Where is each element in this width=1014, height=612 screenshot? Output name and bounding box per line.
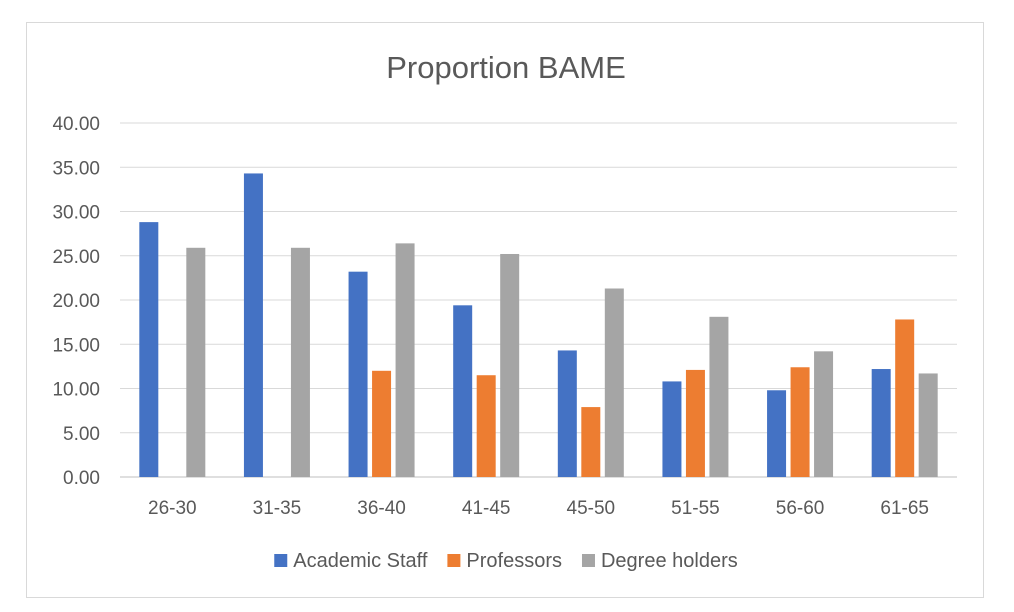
bar-degree-holders	[290, 247, 310, 477]
y-tick-label: 5.00	[63, 424, 100, 445]
bar-academic-staff	[453, 305, 473, 477]
y-tick-label: 0.00	[63, 468, 100, 489]
y-tick-label: 10.00	[52, 380, 100, 401]
bar-academic-staff	[139, 222, 159, 477]
bar-academic-staff	[557, 350, 577, 477]
bar-degree-holders	[814, 351, 834, 477]
bar-professors	[476, 375, 496, 477]
x-tick-label: 36-40	[357, 498, 406, 519]
bar-degree-holders	[709, 316, 729, 477]
bar-academic-staff	[348, 271, 368, 477]
x-tick-label: 56-60	[776, 498, 825, 519]
x-tick-label: 51-55	[671, 498, 720, 519]
bar-professors	[372, 370, 392, 477]
y-tick-label: 25.00	[52, 247, 100, 268]
legend-swatch	[581, 554, 595, 567]
y-tick-label: 20.00	[52, 291, 100, 312]
x-tick-label: 61-65	[880, 498, 929, 519]
legend: Academic Staff Professors Degree holders	[274, 550, 738, 572]
y-tick-label: 15.00	[52, 335, 100, 356]
bar-degree-holders	[918, 373, 938, 477]
x-tick-label: 45-50	[567, 498, 616, 519]
bar-professors	[685, 369, 705, 477]
legend-item: Degree holders	[581, 550, 738, 572]
x-tick-label: 31-35	[253, 498, 302, 519]
legend-item: Professors	[447, 550, 562, 572]
x-tick-label: 26-30	[148, 498, 197, 519]
bar-professors	[581, 407, 601, 477]
bar-academic-staff	[243, 173, 263, 477]
bar-professors	[790, 367, 810, 477]
x-axis: 26-30 31-35 36-40 41-45 45-50 51-55 56-60 61-65	[148, 498, 929, 519]
bar-academic-staff	[767, 390, 787, 477]
legend-swatch	[274, 554, 288, 567]
bar-degree-holders	[500, 253, 520, 477]
chart-title: Proportion BAME	[386, 50, 626, 85]
y-tick-label: 35.00	[52, 158, 100, 179]
legend-label: Degree holders	[601, 550, 738, 572]
legend-label: Academic Staff	[293, 550, 428, 572]
bar-professors	[895, 319, 915, 477]
y-axis: 0.00 5.00 10.00 15.00 20.00 25.00 30.00 35.00 40…	[52, 114, 100, 489]
y-tick-label: 30.00	[52, 203, 100, 224]
legend-item: Academic Staff	[274, 550, 428, 572]
bar-degree-holders	[604, 288, 624, 477]
bars	[139, 173, 938, 477]
x-tick-label: 41-45	[462, 498, 511, 519]
legend-swatch	[447, 554, 461, 567]
y-tick-label: 40.00	[52, 114, 100, 135]
bar-degree-holders	[395, 243, 415, 477]
bar-academic-staff	[662, 381, 682, 477]
bar-degree-holders	[186, 247, 206, 477]
legend-label: Professors	[466, 550, 562, 572]
bar-academic-staff	[871, 369, 891, 477]
